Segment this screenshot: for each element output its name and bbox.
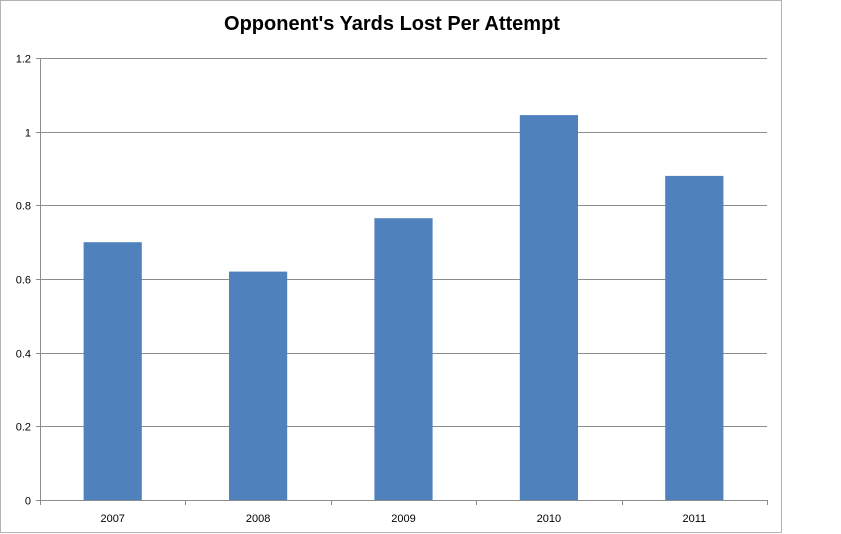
chart-plot: 0 0.2 0.4 0.6 0.8 1 1.2 2007 2008 2009 2010 2011 bbox=[16, 54, 768, 526]
x-tick-label: 2011 bbox=[682, 513, 706, 525]
y-tick-label: 1.2 bbox=[16, 54, 31, 66]
y-tick-label: 1 bbox=[25, 128, 31, 140]
x-tick-label: 2009 bbox=[391, 513, 415, 525]
chart-frame: Opponent's Yards Lost Per Attempt 0 0.2 0.… bbox=[0, 0, 782, 533]
x-tick-label: 2007 bbox=[100, 513, 124, 525]
y-tick-label: 0.8 bbox=[16, 201, 31, 213]
bar-2009 bbox=[374, 218, 433, 500]
bar-2007 bbox=[83, 242, 142, 500]
y-tick-label: 0.4 bbox=[16, 349, 31, 361]
y-tick-label: 0 bbox=[25, 496, 31, 508]
chart-title: Opponent's Yards Lost Per Attempt bbox=[224, 13, 560, 35]
x-tick-label: 2010 bbox=[537, 513, 561, 525]
bar-2008 bbox=[229, 271, 288, 500]
bar-2011 bbox=[665, 175, 724, 500]
bars bbox=[83, 115, 724, 500]
axes bbox=[36, 58, 768, 505]
y-tick-label: 0.6 bbox=[16, 275, 31, 287]
tick-labels: 0 0.2 0.4 0.6 0.8 1 1.2 2007 2008 2009 2010 2011 bbox=[16, 54, 706, 526]
y-tick-label: 0.2 bbox=[16, 422, 31, 434]
x-tick-label: 2008 bbox=[246, 513, 270, 525]
bar-2010 bbox=[519, 115, 578, 500]
